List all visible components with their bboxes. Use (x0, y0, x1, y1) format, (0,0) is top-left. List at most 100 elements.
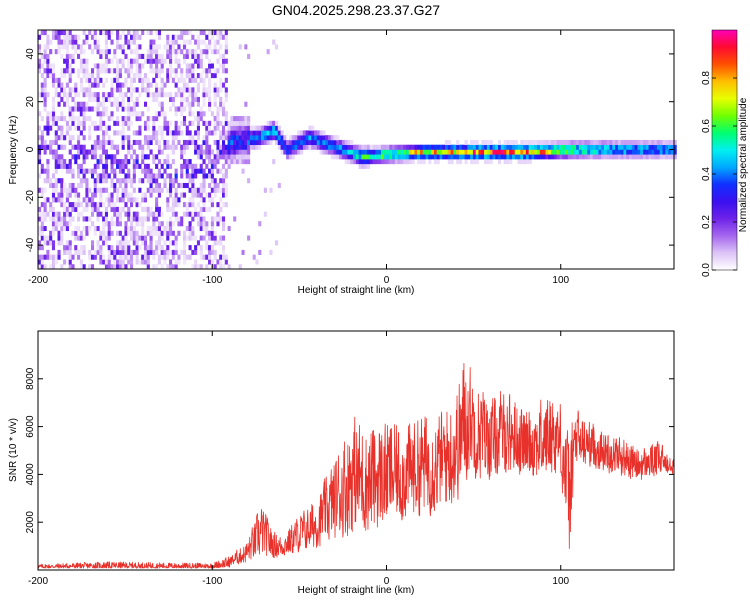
spectrogram-cell (194, 211, 198, 217)
spectrogram-cell (182, 120, 187, 126)
spectrogram-cell (121, 49, 125, 55)
spectrogram-cell (155, 82, 159, 88)
spectrogram-cell (274, 240, 279, 246)
spectrogram-cell (478, 154, 482, 160)
spectrogram-cell (60, 192, 64, 198)
spectrogram-cell (152, 216, 156, 222)
spectrogram-cell (124, 116, 128, 122)
spectrogram-cell (146, 125, 150, 131)
spectrogram-cell (135, 44, 139, 50)
spectrogram-cell (77, 149, 81, 155)
spectrogram-cell (46, 173, 50, 179)
spectrogram-cell (51, 211, 56, 217)
spectrogram-cell (539, 154, 543, 160)
spectrogram-cell (450, 144, 454, 150)
spectrogram-cell (654, 154, 658, 160)
spectrogram-cell (573, 149, 577, 155)
spectrogram-cell (160, 130, 164, 136)
spectrogram-cell (592, 144, 596, 150)
spectrogram-cell (149, 192, 153, 198)
spectrogram-cell (152, 92, 156, 98)
spectrogram-cell (82, 159, 86, 165)
spectrogram-cell (481, 139, 485, 146)
spectrogram-cell (456, 159, 460, 165)
spectrogram-cell (46, 120, 50, 126)
spectrogram-cell (79, 111, 83, 117)
spectrogram-cell (196, 192, 200, 198)
spectrogram-cell (155, 139, 159, 146)
spectrogram-cell (219, 77, 223, 83)
spectrogram-cell (99, 53, 103, 59)
spectrogram-cell (46, 68, 50, 74)
spectrogram-cell (135, 130, 139, 136)
spectrogram-cell (258, 144, 262, 150)
spectrogram-cell (152, 96, 156, 102)
spectrogram-cell (414, 149, 418, 155)
spectrogram-cell (208, 82, 212, 88)
spectrogram-cell (104, 259, 108, 265)
spectrogram-cell (124, 53, 128, 59)
spectrogram-cell (149, 49, 153, 55)
spectrogram-cell (210, 216, 214, 222)
spectrogram-cell (266, 125, 270, 131)
spectrogram-cell (88, 202, 92, 208)
spectrogram-cell (113, 96, 117, 102)
spectrogram-cell (118, 101, 122, 107)
spectrogram-cell (135, 53, 139, 59)
spectrogram-cell (155, 197, 159, 203)
spectrogram-cell (99, 154, 103, 160)
spectrogram-cell (336, 135, 340, 141)
spectrogram-cell (191, 249, 195, 255)
spectrogram-cell (49, 182, 53, 189)
spectrogram-cell (40, 264, 44, 270)
spectrogram-cell (517, 144, 521, 150)
snr-x-tick-label: -100 (202, 576, 222, 587)
spectrogram-cell (160, 63, 164, 69)
snr-y-tick-label: 6000 (25, 415, 36, 438)
spectrogram-cell (113, 68, 117, 74)
spectrogram-cell (43, 77, 47, 83)
spectrogram-cell (135, 49, 139, 55)
spectrogram-cell (224, 87, 228, 93)
spectrogram-cell (372, 154, 376, 160)
spectrogram-cell (199, 206, 203, 212)
spectrogram-cell (603, 154, 608, 160)
spectrogram-cell (205, 225, 209, 232)
spectrogram-cell (79, 87, 83, 93)
spectrogram-cell (77, 101, 81, 107)
spectrogram-cell (453, 149, 457, 155)
spectrogram-cell (43, 197, 47, 203)
spectrogram-cell (121, 192, 125, 198)
spectrogram-cell (634, 154, 638, 160)
spectrogram-cell (43, 187, 47, 193)
spectrogram-cell (272, 159, 276, 165)
spectrogram-cell (224, 68, 228, 74)
spectrogram-cell (294, 135, 298, 141)
spectrogram-cell (196, 82, 200, 88)
spectrogram-cell (235, 120, 240, 126)
spectrogram-cell (210, 259, 214, 265)
spectrogram-cell (85, 101, 89, 107)
spectrogram-cell (637, 154, 641, 160)
spectrogram-cell (93, 202, 97, 208)
spectrogram-cell (51, 149, 56, 155)
spectrogram-cell (456, 139, 460, 146)
spectrogram-cell (143, 254, 148, 260)
spectrogram-cell (339, 144, 343, 150)
spectrogram-cell (107, 68, 111, 74)
spectrogram-cell (366, 154, 371, 160)
spectrogram-cell (54, 92, 58, 98)
spectrogram-cell (581, 149, 585, 155)
spectrogram-cell (141, 254, 145, 260)
spectrogram-cell (196, 44, 200, 50)
spectrogram-cell (82, 149, 86, 155)
spectrogram-cell (127, 44, 131, 50)
spectrogram-cell (96, 211, 100, 217)
spectrogram-cell (102, 106, 106, 112)
spectrogram-cell (191, 225, 195, 232)
spectrogram-cell (255, 125, 259, 131)
spectrogram-cell (216, 39, 220, 45)
spectrogram-cell (54, 130, 58, 136)
spectrogram-cell (224, 116, 228, 122)
